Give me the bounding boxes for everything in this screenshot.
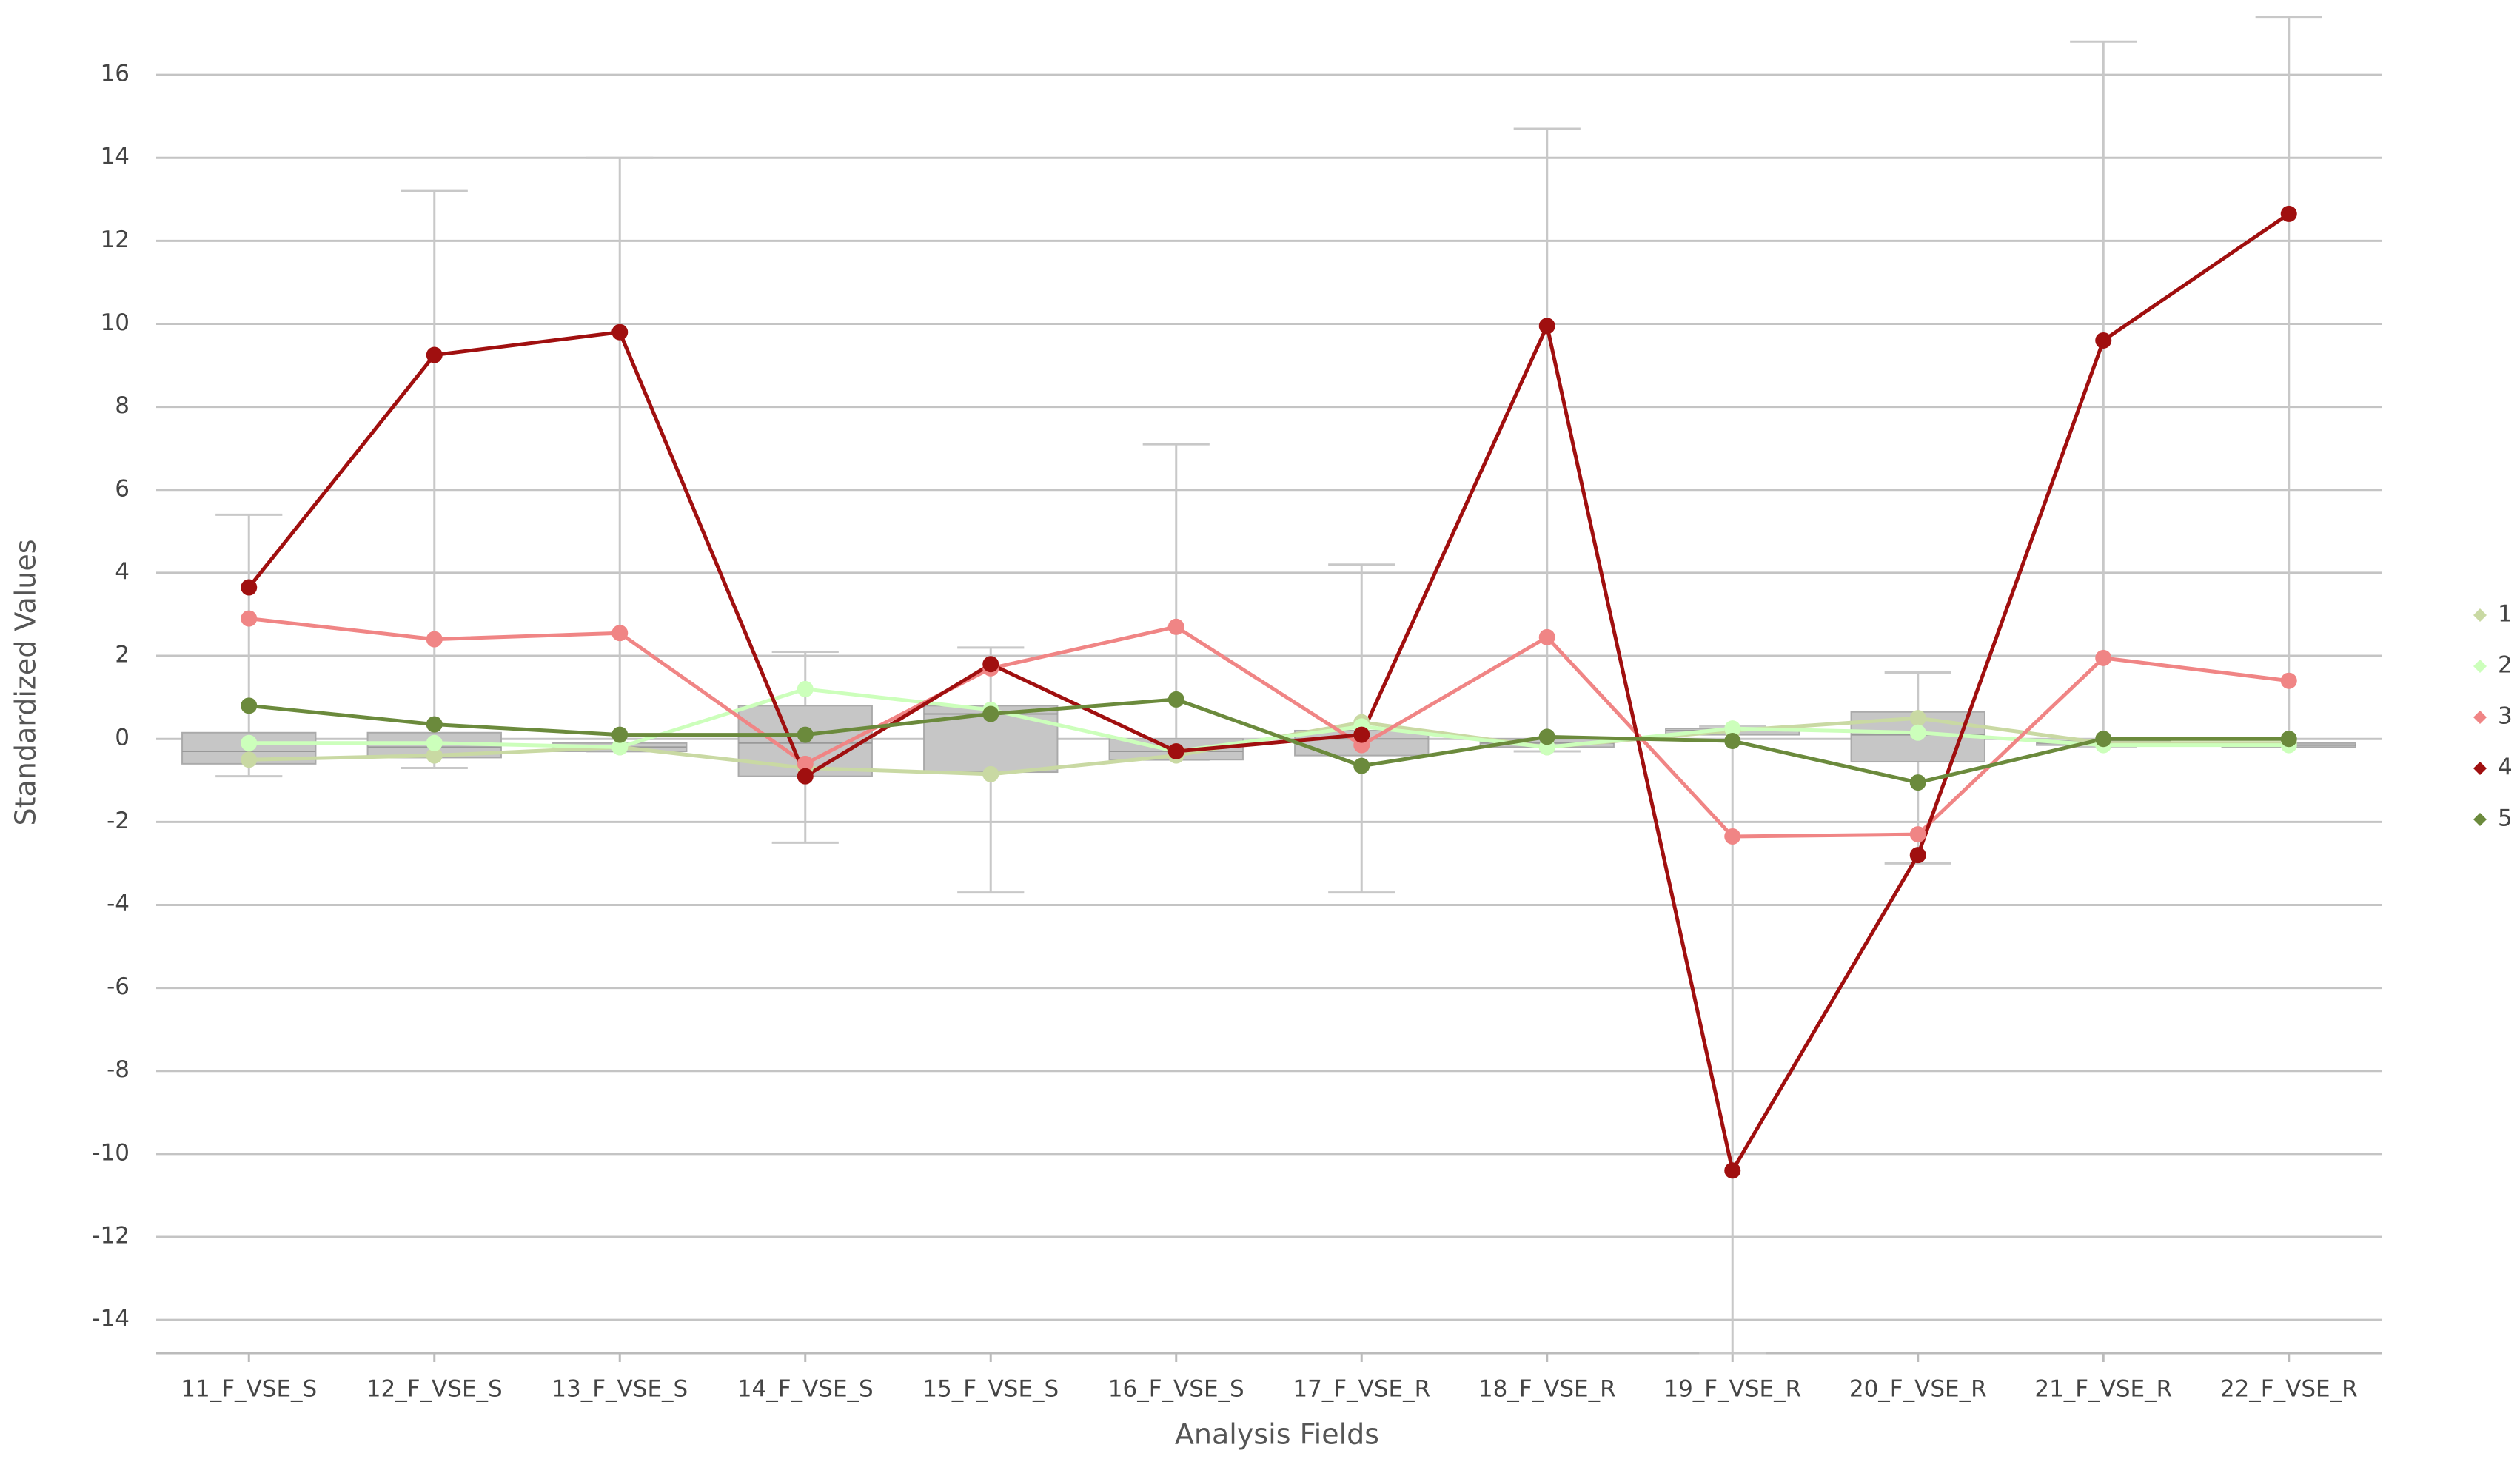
y-tick-label: -6 — [107, 973, 130, 1000]
series-line — [248, 697, 2289, 785]
y-tick-label: -14 — [92, 1306, 130, 1332]
point — [1909, 710, 1926, 727]
point — [1724, 1162, 1741, 1179]
point — [2095, 332, 2112, 349]
x-tick-label: 15_F_VSE_S — [922, 1376, 1059, 1403]
point — [2095, 731, 2112, 748]
y-tick-label: -10 — [92, 1139, 130, 1166]
legend-label: 5 — [2498, 805, 2513, 832]
point — [2280, 731, 2297, 748]
y-tick-label: 8 — [115, 392, 130, 419]
x-tick-label: 17_F_VSE_R — [1293, 1376, 1430, 1403]
point — [982, 656, 999, 673]
x-tick-label: 14_F_VSE_S — [737, 1376, 874, 1403]
point — [1909, 826, 1926, 843]
point — [1353, 726, 1370, 743]
x-tick-label: 20_F_VSE_R — [1849, 1376, 1987, 1403]
x-tick-label: 13_F_VSE_S — [552, 1376, 688, 1403]
y-tick-label: 10 — [101, 309, 130, 336]
y-tick-label: -4 — [107, 891, 130, 917]
x-tick-label: 19_F_VSE_R — [1663, 1376, 1801, 1403]
point — [426, 716, 443, 733]
y-tick-label: 2 — [115, 642, 130, 668]
point — [426, 631, 443, 648]
point — [982, 765, 999, 782]
point — [2280, 672, 2297, 689]
point — [426, 734, 443, 751]
y-tick-label: -2 — [107, 808, 130, 834]
x-axis-title: Analysis Fields — [1175, 1418, 1379, 1451]
point — [797, 768, 814, 785]
point — [426, 346, 443, 363]
x-tick-label: 22_F_VSE_R — [2220, 1376, 2358, 1403]
y-tick-label: -8 — [107, 1056, 130, 1083]
point — [1909, 847, 1926, 864]
point — [1167, 691, 1184, 708]
point — [241, 697, 258, 714]
y-tick-label: 6 — [115, 475, 130, 502]
y-axis-title: Standardized Values — [10, 539, 42, 825]
point — [611, 625, 629, 642]
x-tick-label: 12_F_VSE_S — [366, 1376, 503, 1403]
point — [241, 751, 258, 768]
legend-marker — [2473, 762, 2487, 775]
legend-marker — [2473, 608, 2487, 622]
point — [982, 705, 999, 722]
point — [1538, 728, 1555, 745]
point — [1167, 618, 1184, 635]
point — [1909, 724, 1926, 741]
x-tick-label: 11_F_VSE_S — [181, 1376, 317, 1403]
point — [797, 755, 814, 772]
legend-label: 4 — [2498, 754, 2513, 781]
legend-label: 2 — [2498, 652, 2513, 679]
point — [1909, 774, 1926, 791]
point — [1538, 628, 1555, 645]
y-tick-label: -12 — [92, 1223, 130, 1250]
y-tick-label: 4 — [115, 558, 130, 585]
x-tick-label: 18_F_VSE_R — [1478, 1376, 1616, 1403]
legend-marker — [2473, 813, 2487, 826]
series-line — [247, 212, 2291, 1176]
legend-label: 3 — [2498, 703, 2513, 730]
legend-marker — [2473, 711, 2487, 724]
point — [2280, 205, 2297, 222]
point — [611, 739, 629, 756]
point — [2095, 649, 2112, 666]
y-tick-label: 0 — [115, 725, 130, 751]
legend-label: 1 — [2498, 601, 2513, 628]
point — [1724, 828, 1741, 845]
x-tick-label: 21_F_VSE_R — [2034, 1376, 2172, 1403]
series-line — [248, 617, 2290, 839]
point — [241, 579, 258, 596]
point — [1724, 732, 1741, 749]
point — [426, 747, 443, 764]
y-tick-label: 14 — [101, 144, 130, 170]
point — [1538, 318, 1555, 335]
point — [241, 610, 258, 627]
point — [611, 323, 629, 341]
x-tick-label: 16_F_VSE_S — [1108, 1376, 1244, 1403]
point — [797, 680, 814, 697]
y-tick-label: 16 — [101, 61, 130, 87]
point — [1353, 757, 1370, 774]
y-tick-label: 12 — [101, 227, 130, 253]
series-line — [249, 687, 2289, 754]
legend-marker — [2473, 660, 2487, 673]
point — [1724, 720, 1741, 737]
point — [1167, 743, 1184, 760]
point — [797, 726, 814, 743]
point — [241, 734, 258, 751]
point — [611, 726, 629, 743]
